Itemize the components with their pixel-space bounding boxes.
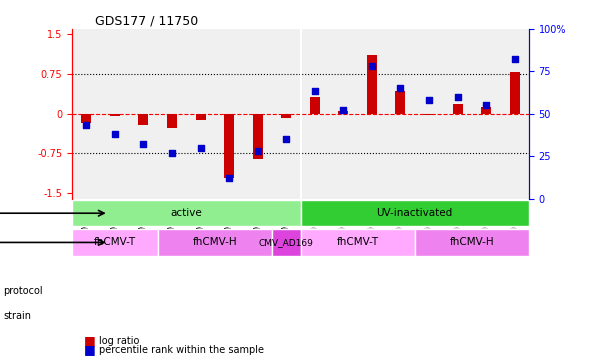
FancyBboxPatch shape [272,229,300,256]
Text: strain: strain [3,311,31,321]
Bar [224,114,234,178]
Bar [110,114,120,116]
Text: UV-inactivated: UV-inactivated [377,208,453,218]
FancyBboxPatch shape [72,229,157,256]
Bar [252,114,263,159]
Text: fhCMV-H: fhCMV-H [192,237,237,247]
Text: fhCMV-H: fhCMV-H [450,237,494,247]
FancyBboxPatch shape [300,200,529,226]
Point [481,102,491,108]
Text: fhCMV-T: fhCMV-T [94,237,136,247]
Point [395,85,405,91]
Bar [338,111,349,114]
Point [167,150,177,156]
Text: GDS177 / 11750: GDS177 / 11750 [95,14,198,27]
Bar [81,114,91,123]
Point [224,175,234,181]
Bar [138,114,148,125]
Bar [510,72,520,114]
Text: log ratio: log ratio [99,336,139,346]
Bar [281,114,291,118]
Point [453,94,462,100]
Text: protocol: protocol [3,286,43,296]
Point [196,145,206,150]
Text: CMV_AD169: CMV_AD169 [259,238,314,247]
Bar [424,114,434,115]
FancyBboxPatch shape [72,200,300,226]
Point [110,131,120,137]
Bar [367,55,377,114]
Text: fhCMV-T: fhCMV-T [337,237,379,247]
Bar [195,114,206,120]
Point [139,141,148,147]
Point [510,56,519,62]
Text: ■: ■ [84,343,96,356]
Point [82,122,91,128]
Point [424,97,434,103]
Bar [310,97,320,114]
Bar [395,91,406,114]
Text: active: active [171,208,202,218]
FancyBboxPatch shape [157,229,272,256]
Bar [167,114,177,129]
Point [310,89,320,94]
Point [253,148,263,154]
FancyBboxPatch shape [415,229,529,256]
Point [281,136,291,142]
FancyBboxPatch shape [300,229,415,256]
Point [338,107,348,113]
Text: percentile rank within the sample: percentile rank within the sample [99,345,264,355]
Bar [481,107,491,114]
Text: ■: ■ [84,335,96,347]
Bar [453,104,463,114]
Point [367,63,377,69]
